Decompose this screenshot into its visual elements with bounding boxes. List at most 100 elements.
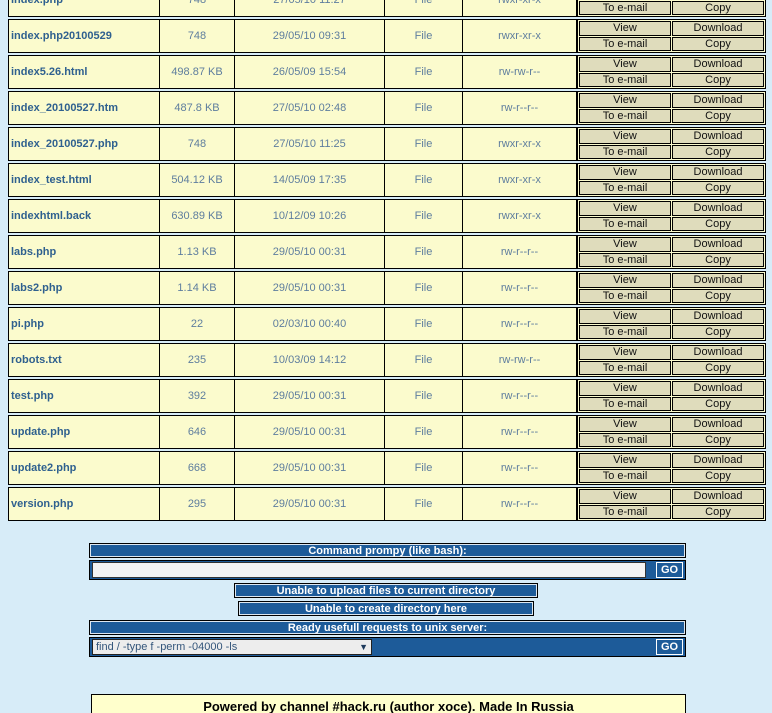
download-button[interactable]: Download (672, 489, 764, 504)
view-button[interactable]: View (579, 453, 671, 468)
file-name-link[interactable]: index_test.html (9, 164, 160, 196)
command-input[interactable] (92, 562, 646, 578)
copy-button[interactable]: Copy (672, 288, 764, 303)
view-button[interactable]: View (579, 273, 671, 288)
download-button[interactable]: Download (672, 453, 764, 468)
download-button[interactable]: Download (672, 93, 764, 108)
email-button[interactable]: To e-mail (579, 396, 671, 411)
copy-button[interactable]: Copy (672, 108, 764, 123)
download-button[interactable]: Download (672, 57, 764, 72)
copy-button[interactable]: Copy (672, 216, 764, 231)
file-perms: rw-r--r-- (463, 488, 577, 520)
file-name-link[interactable]: update.php (9, 416, 160, 448)
file-perms: rwxr-xr-x (463, 164, 577, 196)
file-name-link[interactable]: test.php (9, 380, 160, 412)
file-size: 748 (160, 20, 235, 52)
command-section-title: Command prompy (like bash): (89, 543, 686, 558)
table-row: update.php 646 29/05/10 00:31 File rw-r--r--… (8, 415, 766, 449)
view-button[interactable]: View (579, 237, 671, 252)
email-button[interactable]: To e-mail (579, 252, 671, 267)
download-button[interactable]: Download (672, 21, 764, 36)
file-perms: rw-rw-r-- (463, 344, 577, 376)
copy-button[interactable]: Copy (672, 324, 764, 339)
copy-button[interactable]: Copy (672, 468, 764, 483)
download-button[interactable]: Download (672, 417, 764, 432)
command-section: Command prompy (like bash): GO (89, 543, 686, 580)
view-button[interactable]: View (579, 489, 671, 504)
view-button[interactable]: View (579, 345, 671, 360)
file-name-link[interactable]: index5.26.html (9, 56, 160, 88)
email-button[interactable]: To e-mail (579, 432, 671, 447)
copy-button[interactable]: Copy (672, 0, 764, 15)
email-button[interactable]: To e-mail (579, 504, 671, 519)
file-type: File (385, 488, 463, 520)
download-button[interactable]: Download (672, 237, 764, 252)
download-button[interactable]: Download (672, 309, 764, 324)
file-name-link[interactable]: indexhtml.back (9, 200, 160, 232)
email-button[interactable]: To e-mail (579, 324, 671, 339)
email-button[interactable]: To e-mail (579, 0, 671, 15)
download-button[interactable]: Download (672, 273, 764, 288)
copy-button[interactable]: Copy (672, 252, 764, 267)
copy-button[interactable]: Copy (672, 504, 764, 519)
email-button[interactable]: To e-mail (579, 36, 671, 51)
file-type: File (385, 92, 463, 124)
file-size: 235 (160, 344, 235, 376)
view-button[interactable]: View (579, 57, 671, 72)
file-name-link[interactable]: pi.php (9, 308, 160, 340)
email-button[interactable]: To e-mail (579, 360, 671, 375)
view-button[interactable]: View (579, 201, 671, 216)
email-button[interactable]: To e-mail (579, 144, 671, 159)
requests-select[interactable]: find / -type f -perm -04000 -ls ▼ (92, 639, 372, 655)
download-button[interactable]: Download (672, 381, 764, 396)
view-button[interactable]: View (579, 381, 671, 396)
table-row: version.php 295 29/05/10 00:31 File rw-r--r-… (8, 487, 766, 521)
download-button[interactable]: Download (672, 345, 764, 360)
file-size: 630.89 KB (160, 200, 235, 232)
copy-button[interactable]: Copy (672, 36, 764, 51)
view-button[interactable]: View (579, 93, 671, 108)
command-go-button[interactable]: GO (656, 562, 683, 578)
file-name-link[interactable]: index_20100527.htm (9, 92, 160, 124)
file-name-link[interactable]: labs.php (9, 236, 160, 268)
copy-button[interactable]: Copy (672, 144, 764, 159)
email-button[interactable]: To e-mail (579, 72, 671, 87)
copy-button[interactable]: Copy (672, 432, 764, 447)
view-button[interactable]: View (579, 417, 671, 432)
email-button[interactable]: To e-mail (579, 468, 671, 483)
file-name-link[interactable]: index_20100527.php (9, 128, 160, 160)
file-date: 27/05/10 11:25 (235, 128, 385, 160)
file-name-link[interactable]: version.php (9, 488, 160, 520)
view-button[interactable]: View (579, 309, 671, 324)
copy-button[interactable]: Copy (672, 360, 764, 375)
view-button[interactable]: View (579, 129, 671, 144)
copy-button[interactable]: Copy (672, 396, 764, 411)
table-row: index5.26.html 498.87 KB 26/05/09 15:54 Fil… (8, 55, 766, 89)
file-name-link[interactable]: labs2.php (9, 272, 160, 304)
file-size: 668 (160, 452, 235, 484)
view-button[interactable]: View (579, 21, 671, 36)
file-type: File (385, 308, 463, 340)
email-button[interactable]: To e-mail (579, 108, 671, 123)
view-button[interactable]: View (579, 165, 671, 180)
file-name-link[interactable]: index.php20100529 (9, 20, 160, 52)
file-name-link[interactable]: index.php (9, 0, 160, 16)
copy-button[interactable]: Copy (672, 72, 764, 87)
file-type: File (385, 452, 463, 484)
file-name-link[interactable]: update2.php (9, 452, 160, 484)
email-button[interactable]: To e-mail (579, 180, 671, 195)
requests-section: Ready usefull requests to unix server: f… (89, 620, 686, 657)
file-date: 02/03/10 00:40 (235, 308, 385, 340)
file-date: 27/05/10 02:48 (235, 92, 385, 124)
download-button[interactable]: Download (672, 201, 764, 216)
email-button[interactable]: To e-mail (579, 288, 671, 303)
email-button[interactable]: To e-mail (579, 216, 671, 231)
download-button[interactable]: Download (672, 129, 764, 144)
requests-go-button[interactable]: GO (656, 639, 683, 655)
table-row: indexhtml.back 630.89 KB 10/12/09 10:26 Fil… (8, 199, 766, 233)
download-button[interactable]: Download (672, 165, 764, 180)
file-name-link[interactable]: robots.txt (9, 344, 160, 376)
copy-button[interactable]: Copy (672, 180, 764, 195)
